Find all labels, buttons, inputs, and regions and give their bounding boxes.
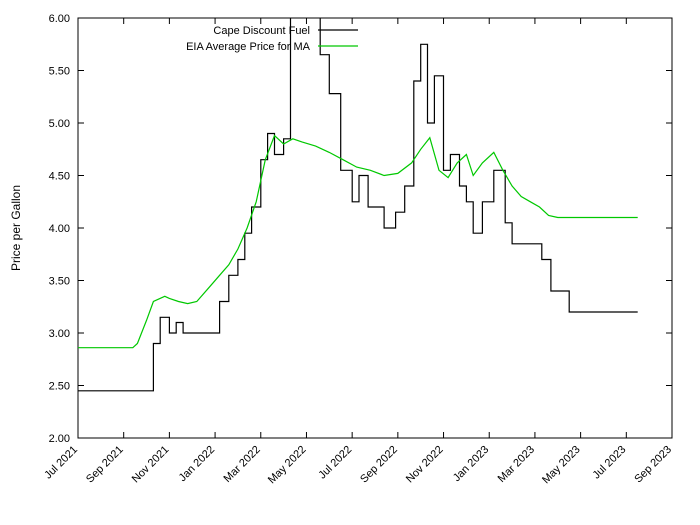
- x-tick-label: Jul 2021: [42, 444, 80, 482]
- y-tick-label: 4.50: [49, 171, 70, 183]
- x-tick-label: May 2023: [540, 444, 583, 487]
- y-tick-label: 4.00: [49, 223, 70, 235]
- x-tick-label: Jul 2023: [591, 444, 629, 482]
- x-tick-label: Jul 2022: [316, 444, 354, 482]
- x-tick-label: Mar 2022: [222, 444, 263, 485]
- y-axis-title: Price per Gallon: [9, 185, 23, 271]
- x-tick-label: Nov 2021: [130, 444, 172, 486]
- x-tick-label: Sep 2022: [358, 444, 400, 486]
- legend-label: Cape Discount Fuel: [213, 25, 310, 37]
- legend-label: EIA Average Price for MA: [186, 41, 311, 53]
- series-cape-discount-fuel: [78, 0, 638, 391]
- y-tick-label: 5.50: [49, 66, 70, 78]
- x-tick-label: Nov 2022: [404, 444, 446, 486]
- x-tick-label: Sep 2023: [632, 444, 674, 486]
- y-tick-label: 3.00: [49, 328, 70, 340]
- y-tick-label: 2.50: [49, 381, 70, 393]
- chart-svg: 2.00 2.50 3.00 3.50 4.00 4.50 5.00 5.50 6.00 Pric…: [0, 0, 700, 525]
- x-tick-label: Jan 2022: [177, 444, 217, 484]
- x-tick-label: Sep 2021: [84, 444, 126, 486]
- x-tick-label: Mar 2023: [496, 444, 537, 485]
- x-tick-label: Jan 2023: [451, 444, 491, 484]
- y-tick-label: 5.00: [49, 118, 70, 130]
- price-chart: 2.00 2.50 3.00 3.50 4.00 4.50 5.00 5.50 6.00 Pric…: [0, 0, 700, 525]
- y-tick-label: 2.00: [49, 433, 70, 445]
- y-tick-label: 6.00: [49, 13, 70, 25]
- x-tick-label: May 2022: [266, 444, 309, 487]
- y-tick-label: 3.50: [49, 276, 70, 288]
- series-eia-average-price-for-ma: [78, 136, 638, 348]
